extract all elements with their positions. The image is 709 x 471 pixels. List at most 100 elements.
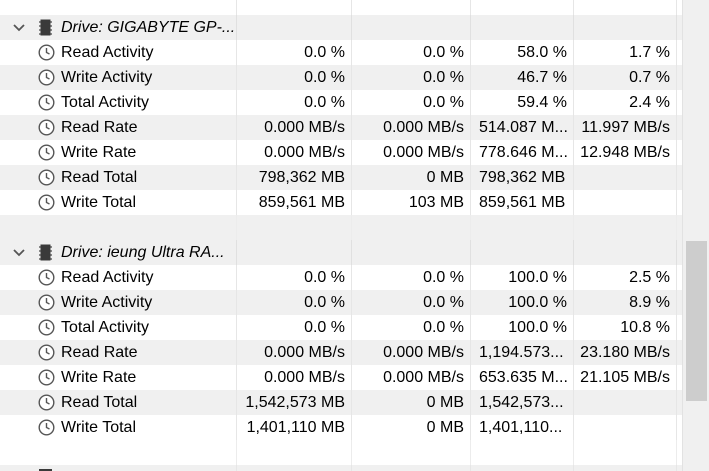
sensor-label: Total Activity <box>61 94 150 111</box>
sensor-label: Write Activity <box>61 294 153 311</box>
clock-icon <box>38 194 55 211</box>
avg-value: 2.5 % <box>574 265 677 290</box>
max-value: 514.087 M... <box>471 115 574 140</box>
max-value: 100.0 % <box>471 315 574 340</box>
sensor-label: Read Activity <box>61 44 154 61</box>
max-value: 59.4 % <box>471 90 574 115</box>
avg-value: 23.180 MB/s <box>574 340 677 365</box>
current-value: 0.000 MB/s <box>237 365 352 390</box>
drive-name: Drive: GIGABYTE GP-... <box>61 19 236 36</box>
sensor-row[interactable]: Total Activity 0.0 % 0.0 % 100.0 % 10.8 % <box>0 315 682 340</box>
chevron-down-icon[interactable] <box>12 22 26 34</box>
avg-value <box>574 165 677 190</box>
avg-value <box>574 390 677 415</box>
partial-row-bottom <box>0 465 682 471</box>
min-value: 0.0 % <box>352 265 471 290</box>
chevron-down-icon[interactable] <box>12 247 26 259</box>
min-value: 0.0 % <box>352 90 471 115</box>
max-value: 778.646 M... <box>471 140 574 165</box>
sensor-row[interactable]: Write Total 859,561 MB 103 MB 859,561 MB <box>0 190 682 215</box>
vertical-scrollbar[interactable] <box>682 0 709 471</box>
sensor-row[interactable]: Read Total 798,362 MB 0 MB 798,362 MB <box>0 165 682 190</box>
sensor-row[interactable]: Read Rate 0.000 MB/s 0.000 MB/s 1,194.573..… <box>0 340 682 365</box>
min-value: 0 MB <box>352 390 471 415</box>
clock-icon <box>38 394 55 411</box>
max-value: 859,561 MB <box>471 190 574 215</box>
clock-icon <box>38 69 55 86</box>
sensor-row[interactable]: Write Rate 0.000 MB/s 0.000 MB/s 653.635 M.… <box>0 365 682 390</box>
drive-group-header[interactable]: Drive: ieung Ultra RA... <box>0 240 682 265</box>
min-value: 0 MB <box>352 165 471 190</box>
clock-icon <box>38 119 55 136</box>
min-value: 0.0 % <box>352 315 471 340</box>
avg-value: 2.4 % <box>574 90 677 115</box>
current-value: 0.0 % <box>237 65 352 90</box>
sensor-tree-table: Drive: GIGABYTE GP-... Read Activity 0.0 … <box>0 0 682 471</box>
max-value: 1,542,573... <box>471 390 574 415</box>
current-value: 0.0 % <box>237 90 352 115</box>
min-value: 0.000 MB/s <box>352 365 471 390</box>
scrollbar-thumb[interactable] <box>686 241 707 401</box>
drive-group-header[interactable]: Drive: GIGABYTE GP-... <box>0 15 682 40</box>
clock-icon <box>38 269 55 286</box>
current-value: 0.0 % <box>237 265 352 290</box>
sensor-row[interactable]: Total Activity 0.0 % 0.0 % 59.4 % 2.4 % <box>0 90 682 115</box>
avg-value: 0.7 % <box>574 65 677 90</box>
clock-icon <box>38 169 55 186</box>
drive-icon <box>39 469 52 471</box>
clock-icon <box>38 419 55 436</box>
sensor-row[interactable]: Read Rate 0.000 MB/s 0.000 MB/s 514.087 M..… <box>0 115 682 140</box>
min-value: 0.0 % <box>352 40 471 65</box>
avg-value <box>574 190 677 215</box>
avg-value: 8.9 % <box>574 290 677 315</box>
sensor-row[interactable]: Read Activity 0.0 % 0.0 % 58.0 % 1.7 % <box>0 40 682 65</box>
sensor-row[interactable]: Read Activity 0.0 % 0.0 % 100.0 % 2.5 % <box>0 265 682 290</box>
min-value: 0.000 MB/s <box>352 115 471 140</box>
avg-value <box>574 415 677 440</box>
current-value: 0.000 MB/s <box>237 340 352 365</box>
clock-icon <box>38 319 55 336</box>
avg-value: 12.948 MB/s <box>574 140 677 165</box>
current-value: 859,561 MB <box>237 190 352 215</box>
max-value: 798,362 MB <box>471 165 574 190</box>
min-value: 0.000 MB/s <box>352 140 471 165</box>
sensor-label: Read Rate <box>61 119 138 136</box>
current-value: 1,401,110 MB <box>237 415 352 440</box>
sensor-label: Write Rate <box>61 369 137 386</box>
max-value: 653.635 M... <box>471 365 574 390</box>
clock-icon <box>38 344 55 361</box>
clock-icon <box>38 144 55 161</box>
partial-row-top <box>0 0 682 15</box>
sensor-label: Read Total <box>61 169 138 186</box>
current-value: 1,542,573 MB <box>237 390 352 415</box>
sensor-row[interactable]: Write Activity 0.0 % 0.0 % 46.7 % 0.7 % <box>0 65 682 90</box>
min-value: 103 MB <box>352 190 471 215</box>
drive-icon <box>39 244 52 261</box>
sensor-row[interactable]: Write Activity 0.0 % 0.0 % 100.0 % 8.9 % <box>0 290 682 315</box>
current-value: 0.0 % <box>237 290 352 315</box>
min-value: 0.0 % <box>352 65 471 90</box>
min-value: 0 MB <box>352 415 471 440</box>
avg-value: 21.105 MB/s <box>574 365 677 390</box>
min-value: 0.000 MB/s <box>352 340 471 365</box>
clock-icon <box>38 44 55 61</box>
sensor-row[interactable]: Write Rate 0.000 MB/s 0.000 MB/s 778.646 M.… <box>0 140 682 165</box>
sensor-label: Write Total <box>61 419 136 436</box>
max-value: 1,401,110... <box>471 415 574 440</box>
sensor-label: Write Activity <box>61 69 153 86</box>
current-value: 0.0 % <box>237 315 352 340</box>
max-value: 58.0 % <box>471 40 574 65</box>
sensor-label: Read Total <box>61 394 138 411</box>
max-value: 46.7 % <box>471 65 574 90</box>
max-value: 1,194.573... <box>471 340 574 365</box>
sensor-row[interactable]: Write Total 1,401,110 MB 0 MB 1,401,110... <box>0 415 682 440</box>
sensor-label: Write Total <box>61 194 136 211</box>
sensor-label: Write Rate <box>61 144 137 161</box>
current-value: 0.000 MB/s <box>237 115 352 140</box>
group-spacer-row <box>0 215 682 240</box>
sensor-row[interactable]: Read Total 1,542,573 MB 0 MB 1,542,573... <box>0 390 682 415</box>
group-spacer-row <box>0 440 682 465</box>
sensor-label: Read Activity <box>61 269 154 286</box>
clock-icon <box>38 369 55 386</box>
drive-name: Drive: ieung Ultra RA... <box>61 244 225 261</box>
